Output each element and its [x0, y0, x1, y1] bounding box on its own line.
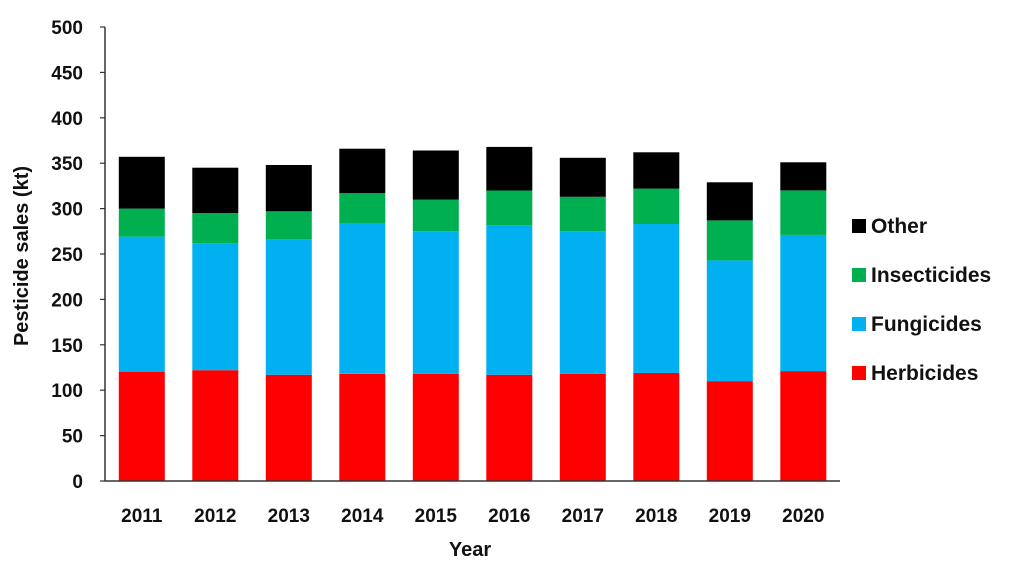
bar-insecticides-2012	[192, 213, 239, 244]
x-tick-label: 2015	[415, 506, 458, 527]
bar-herbicides-2018	[633, 372, 680, 481]
legend-swatch-fungicides	[852, 317, 866, 331]
bar-herbicides-2012	[192, 370, 239, 481]
bar-insecticides-2020	[780, 190, 827, 235]
bar-other-2017	[559, 157, 606, 197]
y-tick-label: 200	[51, 290, 83, 311]
bar-insecticides-2018	[633, 188, 680, 224]
bar-insecticides-2015	[412, 199, 459, 232]
bar-other-2012	[192, 167, 239, 214]
bar-fungicides-2014	[339, 223, 386, 374]
bar-other-2019	[706, 182, 753, 221]
y-tick-label: 350	[51, 154, 83, 175]
y-tick-label: 500	[51, 18, 83, 39]
legend-label-other: Other	[871, 215, 927, 238]
legend: Other Insecticides Fungicides Herbicides	[852, 215, 991, 385]
bar-herbicides-2015	[412, 373, 459, 481]
bar-fungicides-2018	[633, 224, 680, 373]
x-tick-label: 2014	[341, 506, 384, 527]
x-tick-label: 2011	[121, 506, 163, 527]
y-axis-title: Pesticide sales (kt)	[11, 166, 33, 346]
bar-other-2018	[633, 152, 680, 189]
legend-swatch-herbicides	[852, 366, 866, 380]
ticks-group: 2011 2012 2013 2014 2015 2016 2017 2018 2019 2020…	[51, 18, 824, 527]
bar-fungicides-2011	[118, 236, 165, 372]
bar-other-2020	[780, 162, 827, 191]
bar-fungicides-2015	[412, 231, 459, 374]
bar-insecticides-2019	[706, 220, 753, 261]
y-tick-label: 0	[72, 472, 83, 493]
legend-label-herbicides: Herbicides	[871, 362, 978, 385]
bar-other-2013	[265, 165, 312, 212]
bar-other-2014	[339, 148, 386, 194]
bar-insecticides-2013	[265, 211, 312, 240]
bar-fungicides-2017	[559, 231, 606, 374]
y-tick-label: 450	[51, 63, 83, 84]
bar-other-2015	[412, 150, 459, 200]
y-tick-label: 250	[51, 245, 83, 266]
bar-insecticides-2014	[339, 193, 386, 224]
x-axis-title: Year	[449, 539, 491, 560]
bar-other-2011	[118, 156, 165, 209]
x-tick-label: 2020	[782, 506, 824, 527]
bar-other-2016	[486, 146, 533, 191]
y-tick-label: 50	[62, 427, 83, 448]
axes-group	[100, 26, 840, 482]
x-tick-label: 2019	[709, 506, 751, 527]
legend-label-fungicides: Fungicides	[871, 313, 982, 336]
bar-herbicides-2013	[265, 374, 312, 481]
bar-herbicides-2020	[780, 371, 827, 481]
bar-herbicides-2019	[706, 381, 753, 481]
y-tick-label: 150	[51, 336, 83, 357]
bar-herbicides-2011	[118, 372, 165, 481]
bar-fungicides-2012	[192, 243, 239, 371]
bar-fungicides-2019	[706, 260, 753, 382]
x-tick-label: 2017	[562, 506, 604, 527]
y-tick-label: 400	[51, 109, 83, 130]
bar-fungicides-2013	[265, 239, 312, 375]
x-tick-label: 2013	[268, 506, 310, 527]
bar-fungicides-2020	[780, 234, 827, 372]
bars-group	[118, 146, 827, 481]
bar-herbicides-2016	[486, 374, 533, 481]
bar-insecticides-2011	[118, 208, 165, 237]
y-tick-label: 300	[51, 200, 83, 221]
x-tick-label: 2018	[635, 506, 677, 527]
y-tick-label: 100	[51, 381, 83, 402]
bar-herbicides-2017	[559, 373, 606, 481]
bar-insecticides-2016	[486, 190, 533, 226]
legend-swatch-insecticides	[852, 268, 866, 282]
x-tick-label: 2016	[488, 506, 530, 527]
x-tick-label: 2012	[194, 506, 236, 527]
legend-swatch-other	[852, 219, 866, 233]
legend-label-insecticides: Insecticides	[871, 264, 991, 287]
bar-fungicides-2016	[486, 225, 533, 375]
bar-insecticides-2017	[559, 196, 606, 232]
bar-herbicides-2014	[339, 373, 386, 481]
